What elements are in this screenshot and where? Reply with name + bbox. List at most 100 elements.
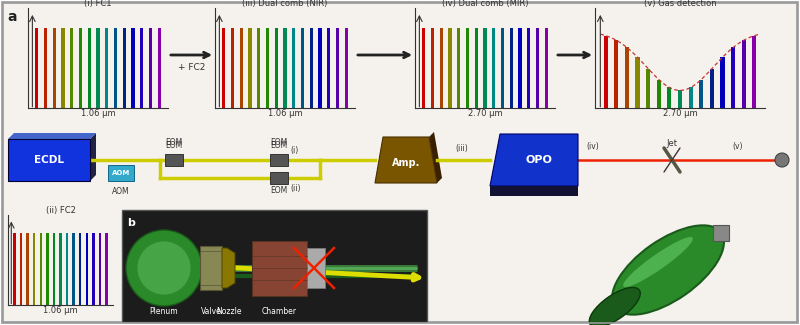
Bar xyxy=(483,28,486,108)
Polygon shape xyxy=(490,134,578,186)
Circle shape xyxy=(775,153,789,167)
Text: Valve: Valve xyxy=(201,307,222,316)
Bar xyxy=(92,233,94,305)
Bar xyxy=(59,233,62,305)
Bar xyxy=(70,28,74,108)
X-axis label: 1.06 μm: 1.06 μm xyxy=(43,306,78,315)
Circle shape xyxy=(126,230,202,306)
Bar xyxy=(53,233,55,305)
Polygon shape xyxy=(222,248,235,288)
Text: Plenum: Plenum xyxy=(150,307,178,316)
Bar xyxy=(53,28,56,108)
FancyBboxPatch shape xyxy=(165,154,183,166)
Polygon shape xyxy=(90,133,96,181)
FancyBboxPatch shape xyxy=(307,248,325,288)
Text: a: a xyxy=(7,10,17,24)
FancyBboxPatch shape xyxy=(252,240,307,295)
Bar xyxy=(274,28,278,108)
Bar xyxy=(635,57,639,108)
Ellipse shape xyxy=(612,225,724,315)
Text: AOM: AOM xyxy=(112,187,130,196)
Text: (i): (i) xyxy=(290,146,298,154)
Text: (iii): (iii) xyxy=(456,145,468,153)
Text: + FC2: + FC2 xyxy=(178,62,205,72)
Bar xyxy=(231,28,234,108)
Bar xyxy=(131,28,134,108)
X-axis label: 2.70 μm: 2.70 μm xyxy=(468,109,502,118)
Bar xyxy=(26,233,29,305)
Title: (iv) Dual comb (MIR): (iv) Dual comb (MIR) xyxy=(442,0,528,8)
Bar xyxy=(158,28,161,108)
Bar xyxy=(62,28,65,108)
Bar xyxy=(283,28,286,108)
Bar xyxy=(122,28,126,108)
Bar xyxy=(646,69,650,108)
Text: EOM: EOM xyxy=(166,138,182,147)
Bar xyxy=(248,28,252,108)
Text: Jet: Jet xyxy=(666,139,678,149)
Bar xyxy=(510,28,513,108)
Bar xyxy=(742,40,746,108)
Bar xyxy=(44,28,47,108)
Bar xyxy=(699,80,703,108)
Text: Amp.: Amp. xyxy=(392,158,420,168)
Text: EOM: EOM xyxy=(270,186,288,195)
Bar xyxy=(431,28,434,108)
Bar xyxy=(625,47,629,108)
Title: (ii) FC2: (ii) FC2 xyxy=(46,206,75,215)
FancyBboxPatch shape xyxy=(200,246,222,290)
Bar xyxy=(345,28,348,108)
Bar xyxy=(318,28,322,108)
Text: (iv): (iv) xyxy=(586,141,598,150)
X-axis label: 1.06 μm: 1.06 μm xyxy=(268,109,302,118)
Bar xyxy=(604,36,608,108)
Bar xyxy=(752,36,756,108)
FancyBboxPatch shape xyxy=(270,154,288,166)
Ellipse shape xyxy=(590,288,640,325)
Text: AOM: AOM xyxy=(112,170,130,176)
Bar xyxy=(536,28,539,108)
Bar xyxy=(46,233,49,305)
Bar xyxy=(79,233,82,305)
Text: b: b xyxy=(127,218,135,228)
Bar xyxy=(545,28,548,108)
Text: OPO: OPO xyxy=(526,155,553,165)
X-axis label: 1.06 μm: 1.06 μm xyxy=(81,109,115,118)
Bar xyxy=(721,57,725,108)
Bar xyxy=(336,28,339,108)
Bar xyxy=(731,47,735,108)
Bar xyxy=(266,28,269,108)
Bar xyxy=(35,28,38,108)
Bar xyxy=(422,28,426,108)
Bar xyxy=(678,90,682,108)
FancyBboxPatch shape xyxy=(714,225,730,241)
Circle shape xyxy=(138,241,190,294)
Text: (v): (v) xyxy=(733,141,743,150)
Bar xyxy=(98,233,101,305)
Bar xyxy=(14,233,16,305)
FancyBboxPatch shape xyxy=(270,172,288,184)
Bar xyxy=(72,233,75,305)
Text: Chamber: Chamber xyxy=(262,307,297,316)
Bar xyxy=(301,28,304,108)
Bar xyxy=(667,87,671,108)
Bar xyxy=(457,28,461,108)
Polygon shape xyxy=(429,132,442,183)
Bar xyxy=(527,28,530,108)
Bar xyxy=(39,233,42,305)
Bar xyxy=(96,28,100,108)
Bar xyxy=(518,28,522,108)
Polygon shape xyxy=(8,133,96,139)
Title: (iii) Dual comb (NIR): (iii) Dual comb (NIR) xyxy=(242,0,328,8)
Bar xyxy=(222,28,226,108)
Title: (i) FC1: (i) FC1 xyxy=(84,0,112,8)
Bar xyxy=(114,28,117,108)
FancyBboxPatch shape xyxy=(122,210,427,322)
Bar xyxy=(657,80,661,108)
Bar xyxy=(474,28,478,108)
Bar xyxy=(79,28,82,108)
Bar xyxy=(149,28,152,108)
Bar xyxy=(87,28,91,108)
X-axis label: 2.70 μm: 2.70 μm xyxy=(662,109,698,118)
Bar xyxy=(327,28,330,108)
